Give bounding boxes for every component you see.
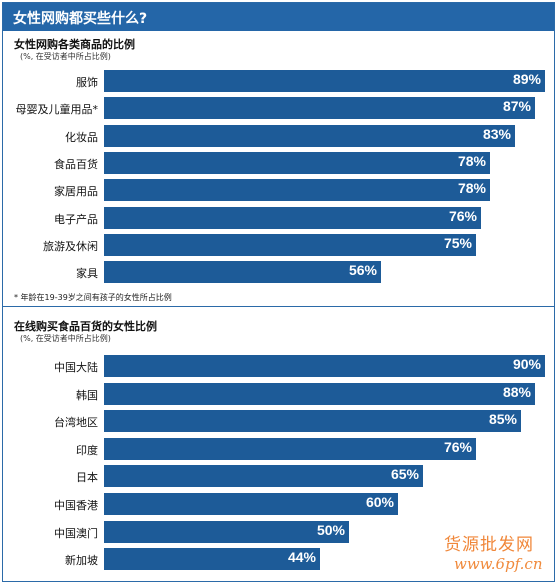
bar-value-label: 88% — [502, 383, 531, 400]
chart1-subtitle: (%, 在受访者中所占比例) — [20, 52, 111, 61]
bar: 87% — [104, 97, 535, 120]
category-label: 服饰 — [76, 76, 98, 89]
category-label: 中国澳门 — [54, 526, 98, 540]
bar-value-label: 76% — [448, 207, 477, 224]
chart1-footnote: * 年龄在19-39岁之间有孩子的女性所占比例 — [14, 293, 172, 302]
chart-frame: 女性网购都买些什么? — [2, 2, 555, 582]
bar-value-label: 75% — [443, 234, 472, 251]
header-banner: 女性网购都买些什么? — [3, 3, 554, 31]
bar-value-label: 44% — [287, 549, 316, 566]
bar: 76% — [104, 437, 476, 460]
bar: 88% — [104, 382, 535, 405]
bar-value-label: 83% — [482, 125, 511, 142]
category-label: 旅游及休闲 — [43, 239, 98, 253]
bar-value-label: 56% — [348, 262, 377, 279]
bar: 85% — [104, 410, 521, 433]
category-label: 化妆品 — [65, 130, 98, 144]
bar-value-label: 78% — [457, 152, 486, 169]
bar: 44% — [104, 548, 320, 571]
bar: 78% — [104, 151, 490, 174]
bar: 50% — [104, 520, 349, 543]
bar: 56% — [104, 261, 381, 284]
bar: 90% — [104, 355, 545, 377]
category-label: 台湾地区 — [54, 416, 98, 430]
bar: 60% — [104, 493, 398, 515]
bar: 83% — [104, 124, 515, 147]
bar-value-label: 89% — [512, 71, 541, 87]
category-label: 日本 — [76, 471, 98, 485]
bar: 89% — [104, 70, 545, 92]
bar-value-label: 78% — [457, 180, 486, 197]
watermark-url: www.6pf.cn — [454, 555, 543, 573]
category-label: 电子产品 — [54, 212, 98, 226]
bar: 65% — [104, 465, 423, 488]
bar: 75% — [104, 233, 476, 256]
category-label: 韩国 — [76, 388, 98, 402]
bar-value-label: 60% — [365, 494, 394, 510]
chart1-title: 女性网购各类商品的比例 — [14, 38, 135, 51]
category-label: 中国香港 — [54, 499, 98, 512]
bar-value-label: 87% — [502, 98, 531, 115]
category-label: 家居用品 — [54, 185, 98, 199]
category-label: 新加坡 — [65, 554, 98, 568]
bar-value-label: 85% — [488, 411, 517, 428]
category-label: 中国大陆 — [54, 361, 98, 374]
watermark-text: 货源批发网 — [444, 535, 534, 555]
category-label: 家具 — [76, 267, 98, 281]
category-label: 母婴及儿童用品* — [15, 103, 99, 117]
chart2-title: 在线购买食品百货的女性比例 — [14, 320, 157, 333]
bar-value-label: 65% — [390, 466, 419, 483]
section-divider — [2, 306, 555, 307]
bar: 76% — [104, 206, 481, 229]
header-title: 女性网购都买些什么? — [13, 11, 148, 27]
bar: 78% — [104, 179, 490, 202]
bar-value-label: 50% — [316, 521, 345, 538]
bar-value-label: 90% — [512, 356, 541, 372]
category-label: 印度 — [76, 443, 98, 457]
bar-value-label: 76% — [443, 438, 472, 455]
category-label: 食品百货 — [54, 157, 98, 171]
chart2-subtitle: (%, 在受访者中所占比例) — [20, 334, 111, 343]
